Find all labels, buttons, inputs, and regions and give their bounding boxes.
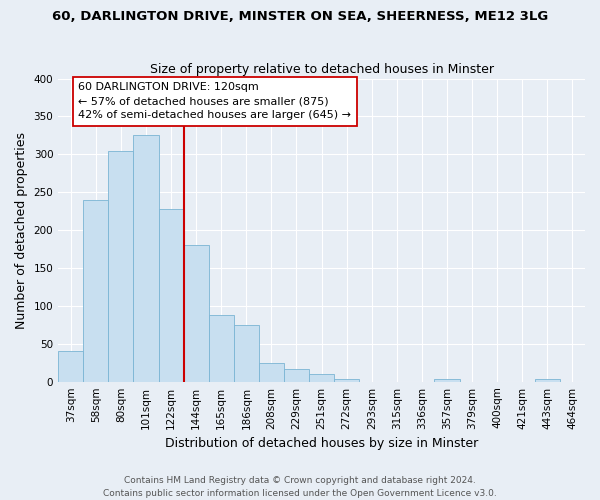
Bar	[334, 380, 359, 382]
Bar	[434, 380, 460, 382]
Bar	[83, 200, 109, 382]
Title: Size of property relative to detached houses in Minster: Size of property relative to detached ho…	[149, 63, 494, 76]
Bar	[259, 362, 284, 382]
Text: 60, DARLINGTON DRIVE, MINSTER ON SEA, SHEERNESS, ME12 3LG: 60, DARLINGTON DRIVE, MINSTER ON SEA, SH…	[52, 10, 548, 23]
Bar	[109, 150, 133, 382]
Bar	[209, 315, 234, 382]
Bar	[535, 380, 560, 382]
Text: Contains HM Land Registry data © Crown copyright and database right 2024.
Contai: Contains HM Land Registry data © Crown c…	[103, 476, 497, 498]
Bar	[234, 325, 259, 382]
Bar	[184, 246, 209, 382]
X-axis label: Distribution of detached houses by size in Minster: Distribution of detached houses by size …	[165, 437, 478, 450]
Bar	[309, 374, 334, 382]
Bar	[58, 352, 83, 382]
Bar	[284, 369, 309, 382]
Text: 60 DARLINGTON DRIVE: 120sqm
← 57% of detached houses are smaller (875)
42% of se: 60 DARLINGTON DRIVE: 120sqm ← 57% of det…	[78, 82, 351, 120]
Bar	[158, 209, 184, 382]
Bar	[133, 136, 158, 382]
Y-axis label: Number of detached properties: Number of detached properties	[15, 132, 28, 328]
